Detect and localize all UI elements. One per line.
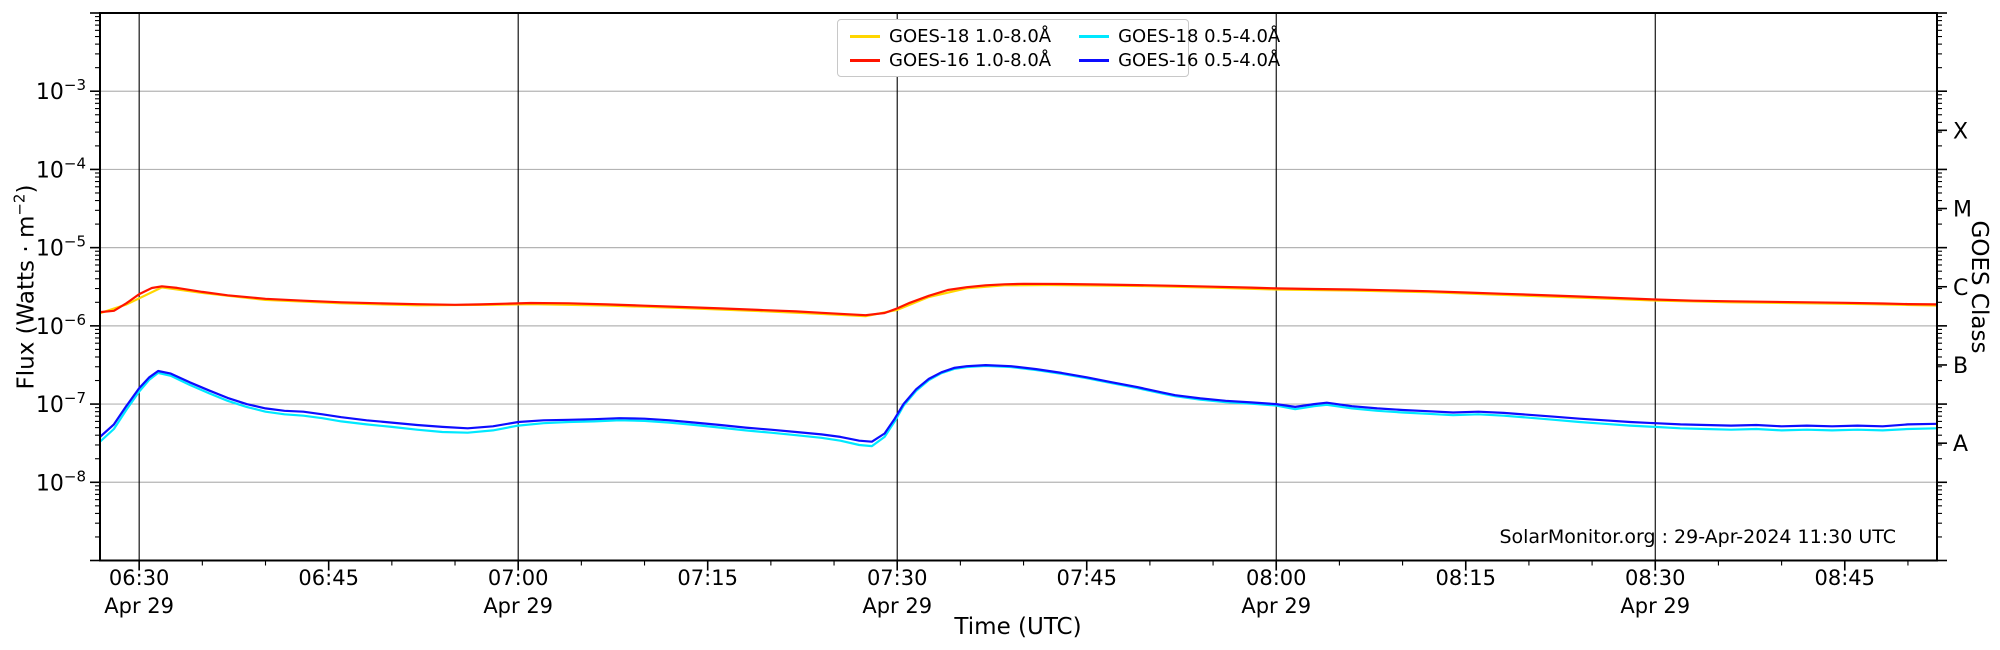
goes-class-label: X bbox=[1953, 119, 1968, 144]
x-tick-label: 07:45 bbox=[1056, 566, 1117, 590]
y-tick-label: 10−5 bbox=[36, 233, 86, 262]
legend-label: GOES-16 0.5-4.0Å bbox=[1118, 49, 1281, 71]
x-tick-date-label: Apr 29 bbox=[1620, 594, 1690, 618]
watermark-text: SolarMonitor.org : 29-Apr-2024 11:30 UTC bbox=[1499, 526, 1896, 548]
x-tick-label: 07:30 bbox=[867, 566, 928, 590]
x-tick-label: 06:45 bbox=[298, 566, 359, 590]
legend-item: GOES-18 1.0-8.0Å bbox=[850, 26, 1051, 47]
legend-item: GOES-18 0.5-4.0Å bbox=[1079, 26, 1280, 47]
legend-item: GOES-16 1.0-8.0Å bbox=[850, 50, 1051, 71]
x-tick-label: 07:15 bbox=[677, 566, 738, 590]
x-axis-title: Time (UTC) bbox=[954, 614, 1082, 640]
x-tick-label: 07:00 bbox=[488, 566, 549, 590]
legend-line-swatch bbox=[1079, 34, 1110, 38]
x-tick-label: 08:00 bbox=[1246, 566, 1307, 590]
x-tick-date-label: Apr 29 bbox=[862, 594, 932, 618]
x-tick-label: 08:45 bbox=[1815, 566, 1876, 590]
y-tick-label: 10−8 bbox=[36, 467, 86, 496]
y-axis-title: Flux (Watts · m−2) bbox=[11, 185, 40, 390]
x-tick-date-label: Apr 29 bbox=[104, 594, 174, 618]
y-tick-label: 10−6 bbox=[36, 311, 86, 340]
legend-line-swatch bbox=[850, 34, 880, 38]
legend: GOES-18 1.0-8.0Å GOES-16 1.0-8.0Å GOES-1… bbox=[837, 19, 1280, 77]
x-tick-date-label: Apr 29 bbox=[483, 594, 553, 618]
x-tick-label: 08:30 bbox=[1625, 566, 1686, 590]
legend-line-swatch bbox=[850, 58, 880, 62]
y-axis-title-exponent: −2 bbox=[10, 193, 29, 216]
x-tick-label: 08:15 bbox=[1435, 566, 1496, 590]
legend-label: GOES-18 0.5-4.0Å bbox=[1118, 25, 1281, 47]
series-line-2 bbox=[100, 364, 1937, 448]
series-line-3 bbox=[100, 364, 1937, 443]
plot-border bbox=[99, 12, 1938, 562]
legend-label: GOES-16 1.0-8.0Å bbox=[889, 49, 1052, 71]
goes-class-label: M bbox=[1953, 198, 1972, 223]
y-tick-label: 10−3 bbox=[36, 76, 86, 105]
y-tick-label: 10−7 bbox=[36, 389, 86, 418]
y-axis-title-text: Flux (Watts · m bbox=[13, 215, 40, 390]
x-tick-label: 06:30 bbox=[109, 566, 170, 590]
goes-class-label: B bbox=[1953, 354, 1968, 379]
legend-label: GOES-18 1.0-8.0Å bbox=[889, 25, 1052, 47]
legend-line-swatch bbox=[1079, 58, 1110, 62]
right-axis-title: GOES Class bbox=[1966, 220, 1992, 354]
x-tick-date-label: Apr 29 bbox=[1241, 594, 1311, 618]
legend-item: GOES-16 0.5-4.0Å bbox=[1079, 50, 1280, 71]
goes-class-label: C bbox=[1953, 276, 1968, 301]
y-axis-title-close: ) bbox=[13, 184, 40, 194]
goes-class-label: A bbox=[1953, 432, 1968, 457]
series-line-1 bbox=[100, 282, 1937, 317]
y-tick-label: 10−4 bbox=[36, 154, 86, 183]
